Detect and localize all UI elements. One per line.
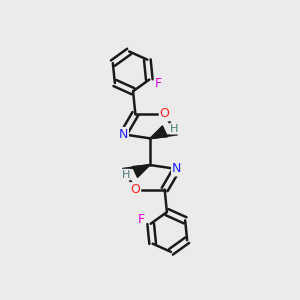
Text: N: N [118,128,128,141]
Text: O: O [160,107,170,120]
Text: F: F [138,213,145,226]
Text: H: H [122,170,130,180]
Text: H: H [170,124,178,134]
Text: F: F [155,77,162,90]
Text: N: N [172,163,182,176]
Polygon shape [150,126,167,138]
Polygon shape [133,165,150,177]
Text: O: O [130,183,140,196]
